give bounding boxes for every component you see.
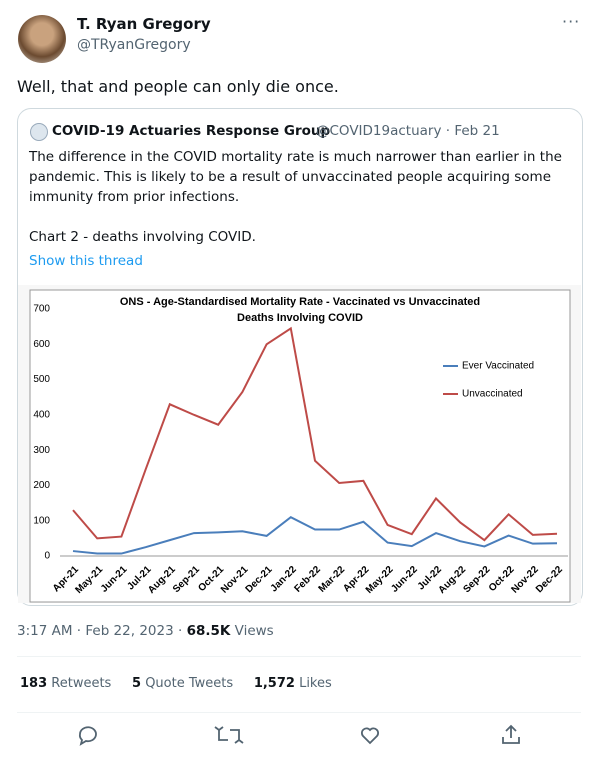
show-thread-link[interactable]: Show this thread [29, 253, 143, 269]
y-tick-label: 600 [33, 339, 50, 350]
quote-name: COVID-19 Actuaries Response Group [52, 123, 331, 139]
chart-frame [29, 289, 571, 603]
tweet-text: Well, that and people can only die once. [17, 77, 339, 96]
y-tick-label: 300 [33, 445, 50, 456]
quote-text: immunity from prior infections. [29, 189, 240, 205]
author-handle[interactable]: @TRyanGregory [77, 37, 191, 53]
more-menu[interactable]: ··· [562, 12, 581, 31]
stat-label: Retweets [51, 676, 112, 691]
retweet-button[interactable] [214, 726, 244, 744]
y-tick-label: 200 [33, 480, 50, 491]
stat[interactable]: 183 Retweets [20, 676, 111, 691]
stat-label: Likes [299, 676, 332, 691]
data-line [72, 326, 558, 542]
views-label: Views [234, 623, 274, 639]
like-button[interactable] [361, 727, 379, 745]
y-tick-label: 0 [44, 551, 50, 562]
quote-text: The difference in the COVID mortality ra… [29, 149, 562, 165]
quote-meta: @COVID19actuary · Feb 21 [316, 123, 500, 139]
avatar[interactable] [18, 15, 66, 63]
stat-label: Quote Tweets [145, 676, 234, 691]
divider [17, 656, 581, 657]
y-tick-label: 500 [33, 374, 50, 385]
quote-text: Chart 2 - deaths involving COVID. [29, 229, 256, 245]
stat-count: 183 [20, 676, 48, 691]
chart-title: ONS - Age-Standardised Mortality Rate - … [120, 296, 480, 308]
stat[interactable]: 5 Quote Tweets [132, 676, 233, 691]
action-bar [78, 724, 520, 746]
quote-avatar [30, 123, 48, 141]
chart-title: Deaths Involving COVID [237, 312, 363, 324]
y-tick-label: 400 [33, 409, 50, 420]
y-tick-label: 700 [33, 304, 50, 315]
share-button[interactable] [502, 724, 520, 744]
stat-count: 1,572 [253, 676, 295, 691]
views-count: 68.5K [186, 623, 231, 639]
quote-text: pandemic. This is likely to be a result … [29, 169, 552, 185]
stat[interactable]: 1,572 Likes [254, 676, 332, 691]
quote-card[interactable] [17, 108, 583, 606]
stats-row: 183 Retweets 5 Quote Tweets 1,572 Likes [20, 676, 332, 691]
reply-button[interactable] [78, 726, 97, 746]
timestamp: 3:17 AM · Feb 22, 2023 · [17, 623, 183, 639]
legend-label: Ever Vaccinated [462, 361, 534, 372]
divider [17, 712, 581, 713]
y-tick-label: 100 [33, 515, 50, 526]
author-name[interactable]: T. Ryan Gregory [77, 15, 211, 33]
data-line [72, 516, 558, 555]
timestamp-row: 3:17 AM · Feb 22, 2023 · 68.5K Views [17, 623, 274, 639]
stat-count: 5 [132, 676, 142, 691]
legend-label: Unvaccinated [462, 389, 523, 400]
